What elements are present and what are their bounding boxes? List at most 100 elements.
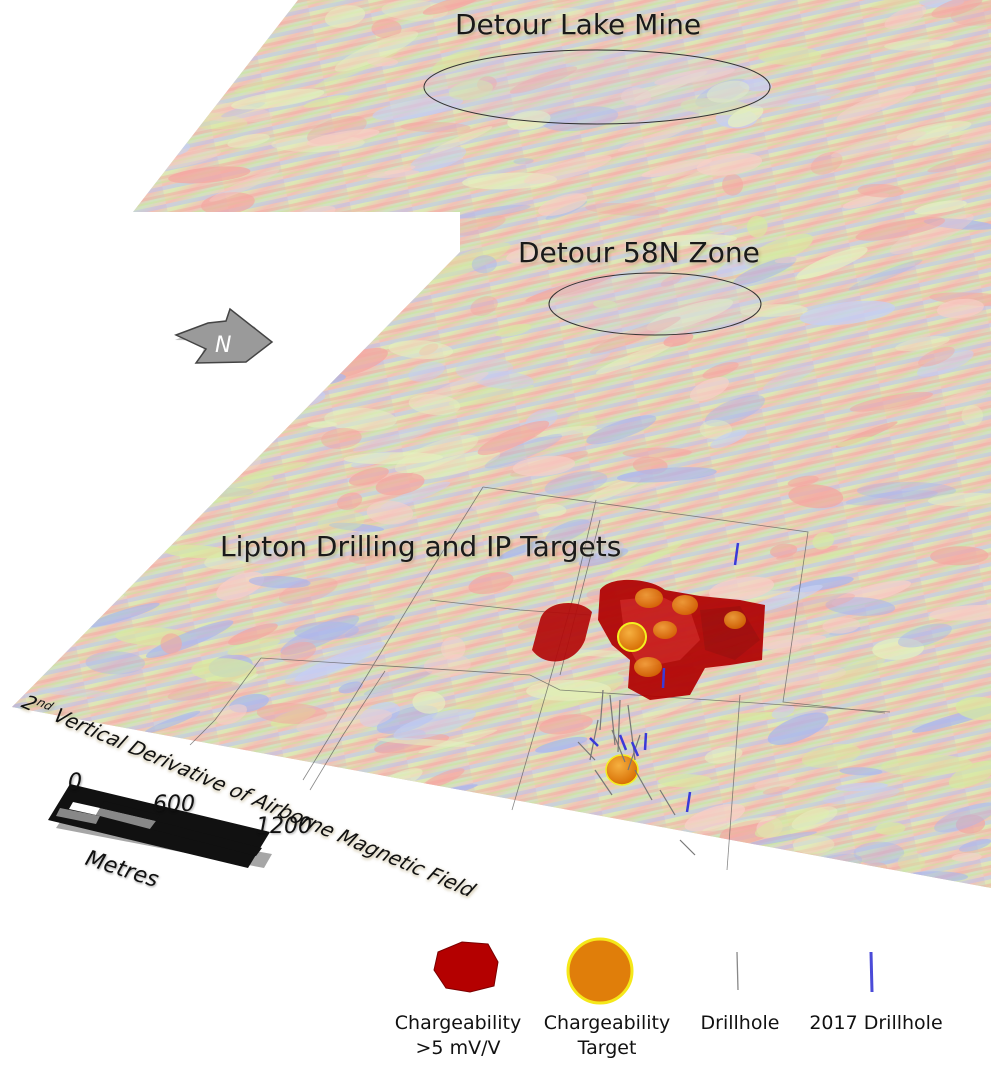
magnetic-anomaly-blob xyxy=(130,154,166,166)
magnetic-anomaly-blob xyxy=(79,441,133,452)
magnetic-anomaly-blob xyxy=(934,802,991,833)
magnetic-anomaly-blob xyxy=(465,835,529,866)
magnetic-anomaly-blob xyxy=(702,361,739,379)
magnetic-anomaly-blob xyxy=(471,255,497,274)
magnetic-anomaly-blob xyxy=(462,172,558,190)
magnetic-anomaly-blob xyxy=(375,472,425,496)
north-label: N xyxy=(215,333,231,358)
magnetic-anomaly-blob xyxy=(641,158,713,178)
magnetic-anomaly-blob xyxy=(510,841,537,857)
magnetic-anomaly-blob xyxy=(455,215,506,236)
magnetic-anomaly-blob xyxy=(278,577,338,605)
magnetic-anomaly-blob xyxy=(58,95,93,103)
magnetic-anomaly-blob xyxy=(72,519,116,542)
magnetic-anomaly-blob xyxy=(248,575,311,589)
magnetic-anomaly-blob xyxy=(234,78,286,94)
magnetic-anomaly-blob xyxy=(22,3,78,20)
magnetic-anomaly-blob xyxy=(748,88,841,109)
magnetic-anomaly-blob xyxy=(262,848,330,860)
magnetic-anomaly-blob xyxy=(89,97,177,118)
magnetic-anomaly-blob xyxy=(12,318,61,338)
magnetic-anomaly-blob xyxy=(55,189,86,210)
magnetic-anomaly-blob xyxy=(767,712,829,745)
magnetic-anomaly-blob xyxy=(918,346,955,367)
magnetic-anomaly-blob xyxy=(663,332,694,347)
detour-58n-zone-label: Detour 58N Zone xyxy=(518,236,760,269)
magnetic-anomaly-blob xyxy=(412,691,446,714)
magnetic-anomaly-blob xyxy=(366,500,414,525)
magnetic-anomaly-blob xyxy=(326,217,416,255)
magnetic-anomaly-blob xyxy=(12,726,47,742)
magnetic-anomaly-blob xyxy=(831,131,926,158)
magnetic-anomaly-blob xyxy=(495,323,532,337)
magnetic-anomaly-blob xyxy=(506,246,553,264)
magnetic-anomaly-blob xyxy=(82,110,104,131)
magnetic-anomaly-blob xyxy=(209,169,280,202)
magnetic-anomaly-blob xyxy=(578,548,629,567)
magnetic-anomaly-blob xyxy=(103,257,175,277)
magnetic-anomaly-blob xyxy=(243,395,303,412)
magnetic-anomaly-blob xyxy=(191,658,257,682)
magnetic-anomaly-blob xyxy=(503,7,586,23)
magnetic-anomaly-blob xyxy=(727,105,764,128)
magnetic-anomaly-blob xyxy=(12,271,25,295)
magnetic-anomaly-blob xyxy=(160,633,182,654)
magnetic-anomaly-blob xyxy=(507,110,551,131)
magnetic-anomaly-blob xyxy=(137,248,230,269)
magnetic-anomaly-blob xyxy=(541,106,619,132)
magnetic-anomaly-blob xyxy=(525,273,615,302)
magnetic-anomaly-blob xyxy=(411,450,501,480)
magnetic-anomaly-blob xyxy=(367,57,399,67)
magnetic-anomaly-blob xyxy=(12,377,72,399)
magnetic-anomaly-blob xyxy=(536,503,567,517)
magnetic-anomaly-blob xyxy=(762,364,815,391)
magnetic-anomaly-blob xyxy=(762,786,790,795)
magnetic-anomaly-blob xyxy=(820,656,886,689)
drillhole-legend-icon xyxy=(736,951,739,991)
magnetic-anomaly-blob xyxy=(712,869,747,888)
magnetic-anomaly-blob xyxy=(765,884,795,888)
magnetic-anomaly-blob xyxy=(559,649,641,658)
magnetic-anomaly-blob xyxy=(440,636,466,661)
magnetic-anomaly-blob xyxy=(512,455,576,477)
magnetic-anomaly-blob xyxy=(12,823,37,844)
magnetic-anomaly-blob xyxy=(774,255,806,264)
magnetic-anomaly-blob xyxy=(596,854,667,887)
magnetic-anomaly-blob xyxy=(144,710,201,734)
magnetic-anomaly-blob xyxy=(706,80,750,103)
magnetic-anomaly-blob xyxy=(12,361,85,381)
magnetic-anomaly-blob xyxy=(473,371,534,389)
magnetic-anomaly-blob xyxy=(468,572,514,595)
magnetic-anomaly-blob xyxy=(26,68,118,101)
magnetic-anomaly-blob xyxy=(242,461,307,480)
magnetic-anomaly-blob xyxy=(254,876,330,888)
magnetic-anomaly-blob xyxy=(12,532,57,549)
magnetic-anomaly-blob xyxy=(168,166,251,184)
magnetic-anomaly-blob xyxy=(418,729,498,754)
magnetic-anomaly-blob xyxy=(702,816,777,832)
magnetic-anomaly-blob xyxy=(36,22,125,33)
magnetic-anomaly-blob xyxy=(773,545,864,571)
magnetic-anomaly-blob xyxy=(67,140,104,162)
magnetic-anomaly-blob xyxy=(348,549,389,565)
magnetic-anomaly-blob xyxy=(699,419,732,440)
magnetic-anomaly-blob xyxy=(708,576,775,602)
magnetic-anomaly-blob xyxy=(409,823,443,835)
magnetic-anomaly-blob xyxy=(455,357,514,381)
magnetic-anomaly-blob xyxy=(12,788,33,807)
magnetic-anomaly-blob xyxy=(163,545,231,559)
magnetic-anomaly-blob xyxy=(248,11,282,25)
magnetic-anomaly-blob xyxy=(650,234,737,247)
magnetic-anomaly-blob xyxy=(408,393,461,416)
magnetic-anomaly-blob xyxy=(881,754,973,776)
magnetic-anomaly-blob xyxy=(936,298,984,319)
magnetic-anomaly-blob xyxy=(471,498,501,511)
magnetic-anomaly-blob xyxy=(940,389,987,406)
magnetic-anomaly-blob xyxy=(809,869,842,886)
magnetic-anomaly-blob xyxy=(538,193,588,216)
magnetic-anomaly-blob xyxy=(12,235,58,254)
magnetic-anomaly-blob xyxy=(31,355,124,389)
survey-grid xyxy=(189,486,891,871)
magnetic-anomaly-blob xyxy=(534,425,598,438)
